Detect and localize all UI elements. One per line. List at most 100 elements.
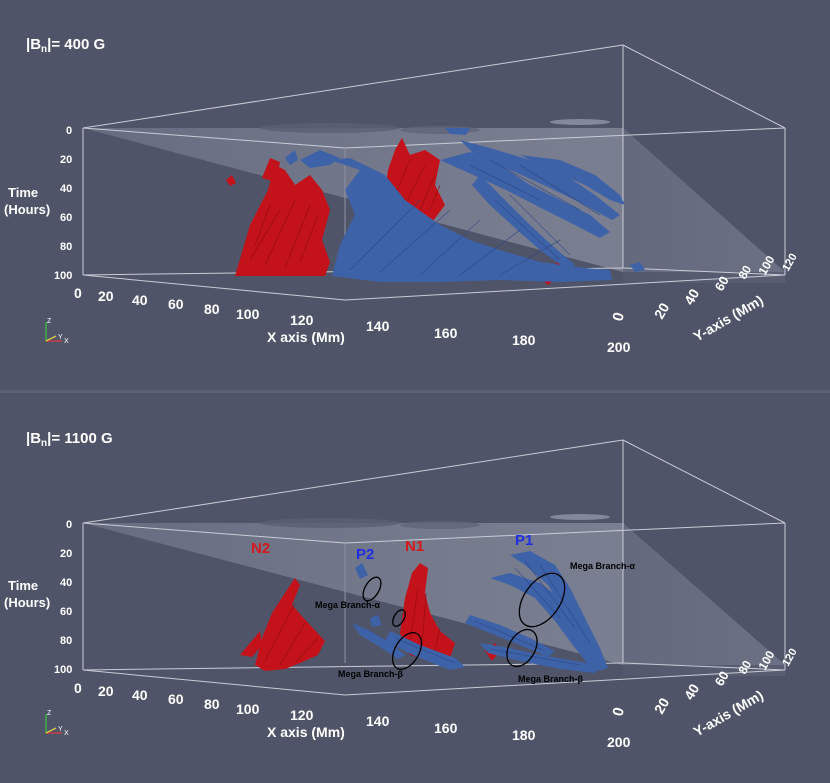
y-tick: 120	[780, 252, 800, 274]
polarity-label-n1: N1	[405, 538, 424, 555]
triad-y-label: Y	[58, 726, 63, 733]
loop-alpha-left-small	[392, 609, 406, 627]
negative-flux-texture	[264, 587, 441, 666]
box-right-face	[623, 128, 785, 283]
time-tick: 100	[54, 664, 72, 676]
box-right-face	[623, 523, 785, 676]
x-tick: 100	[236, 306, 260, 322]
x-tick: 160	[434, 325, 458, 341]
x-axis-label: X axis (Mm)	[267, 329, 345, 345]
y-tick: 60	[712, 668, 732, 688]
annotation-mega-branch-beta-left: Mega Branch-β	[338, 669, 404, 679]
annotation-loops	[362, 572, 566, 670]
y-tick: 40	[681, 286, 703, 308]
x-ticks: 0 20 40 60 80 100 120 140 160 180 200	[74, 285, 631, 355]
y-tick: 0	[609, 311, 628, 323]
positive-flux-texture	[394, 560, 591, 666]
time-tick: 80	[60, 241, 72, 253]
loop-alpha-right	[518, 572, 566, 628]
time-tick: 80	[60, 635, 72, 647]
surface-magnetogram-shading	[550, 119, 610, 125]
panel-title: |Bn|= 400 G	[26, 36, 105, 55]
y-tick: 20	[651, 695, 673, 717]
time-tick: 40	[60, 183, 72, 195]
x-tick: 80	[204, 696, 220, 712]
loop-beta-right	[506, 628, 538, 668]
x-tick: 160	[434, 720, 458, 736]
surface-magnetogram-shading	[550, 514, 610, 520]
y-tick: 80	[735, 658, 754, 677]
x-tick: 40	[132, 292, 148, 308]
bounding-box	[82, 439, 786, 696]
time-ticks: 0 20 40 60 80 100	[54, 519, 72, 676]
x-tick: 200	[607, 339, 631, 355]
y-ticks: 0 20 40 60 80 100 120	[609, 252, 799, 323]
y-tick: 60	[712, 273, 732, 293]
volume-render-1100g: 0 20 40 60 80 100 Time (Hours) N2 P2 N1 …	[4, 430, 800, 750]
panel-1100g: 0 20 40 60 80 100 Time (Hours) N2 P2 N1 …	[0, 393, 830, 783]
negative-flux-texture	[249, 159, 441, 269]
polarity-label-p1: P1	[515, 532, 533, 549]
polarity-label-n2: N2	[251, 540, 270, 557]
panel-divider	[0, 390, 830, 393]
time-ticks: 0 20 40 60 80 100	[54, 125, 72, 282]
time-axis-label: Time	[8, 578, 38, 593]
orientation-triad: Z Y X	[45, 710, 69, 737]
orientation-triad: Z Y X	[45, 318, 69, 345]
x-tick: 80	[204, 301, 220, 317]
x-tick: 0	[74, 680, 82, 696]
y-tick: 0	[609, 706, 628, 718]
y-axis-label: Y-axis (Mm)	[691, 687, 766, 740]
time-axis-label: (Hours)	[4, 595, 50, 610]
x-tick: 180	[512, 332, 536, 348]
y-tick: 80	[735, 263, 754, 282]
x-tick: 180	[512, 727, 536, 743]
time-tick: 60	[60, 212, 72, 224]
box-top-face	[83, 523, 785, 665]
y-ticks: 0 20 40 60 80 100 120	[609, 647, 799, 718]
y-tick: 40	[681, 681, 703, 703]
polarity-label-p2: P2	[356, 546, 374, 563]
x-tick: 120	[290, 312, 314, 328]
x-tick: 100	[236, 701, 260, 717]
y-tick: 20	[651, 300, 673, 322]
surface-magnetogram-shading	[260, 518, 400, 528]
time-tick: 20	[60, 548, 72, 560]
y-axis-label: Y-axis (Mm)	[691, 292, 766, 345]
x-tick: 140	[366, 318, 390, 334]
panel-400g: 0 20 40 60 80 100 Time (Hours)	[0, 0, 830, 390]
loop-beta-left	[391, 632, 423, 670]
time-tick: 40	[60, 577, 72, 589]
positive-flux-texture	[349, 159, 601, 276]
time-tick: 100	[54, 270, 72, 282]
x-tick: 140	[366, 713, 390, 729]
triad-y-label: Y	[58, 334, 63, 341]
time-axis-label: (Hours)	[4, 202, 50, 217]
time-tick: 0	[66, 125, 72, 137]
annotation-mega-branch-beta-right: Mega Branch-β	[518, 674, 584, 684]
triad-z-label: Z	[47, 318, 52, 325]
x-tick: 20	[98, 683, 114, 699]
time-tick: 20	[60, 154, 72, 166]
x-axis-label: X axis (Mm)	[267, 724, 345, 740]
x-tick: 60	[168, 296, 184, 312]
time-tick: 60	[60, 606, 72, 618]
loop-alpha-left	[362, 576, 382, 602]
time-axis-label: Time	[8, 185, 38, 200]
x-tick: 0	[74, 285, 82, 301]
x-ticks: 0 20 40 60 80 100 120 140 160 180 200	[74, 680, 631, 750]
volume-render-400g: 0 20 40 60 80 100 Time (Hours)	[4, 36, 800, 355]
triad-x-label: X	[64, 338, 69, 345]
panel-title: |Bn|= 1100 G	[26, 430, 113, 449]
y-tick: 120	[780, 647, 800, 669]
x-tick: 60	[168, 691, 184, 707]
x-tick: 200	[607, 734, 631, 750]
annotation-mega-branch-alpha-left: Mega Branch-α	[315, 600, 381, 610]
surface-magnetogram-shading	[400, 521, 480, 529]
x-tick: 40	[132, 687, 148, 703]
x-tick: 120	[290, 707, 314, 723]
x-tick: 20	[98, 288, 114, 304]
surface-magnetogram-shading	[260, 123, 400, 133]
triad-z-label: Z	[47, 710, 52, 717]
time-tick: 0	[66, 519, 72, 531]
